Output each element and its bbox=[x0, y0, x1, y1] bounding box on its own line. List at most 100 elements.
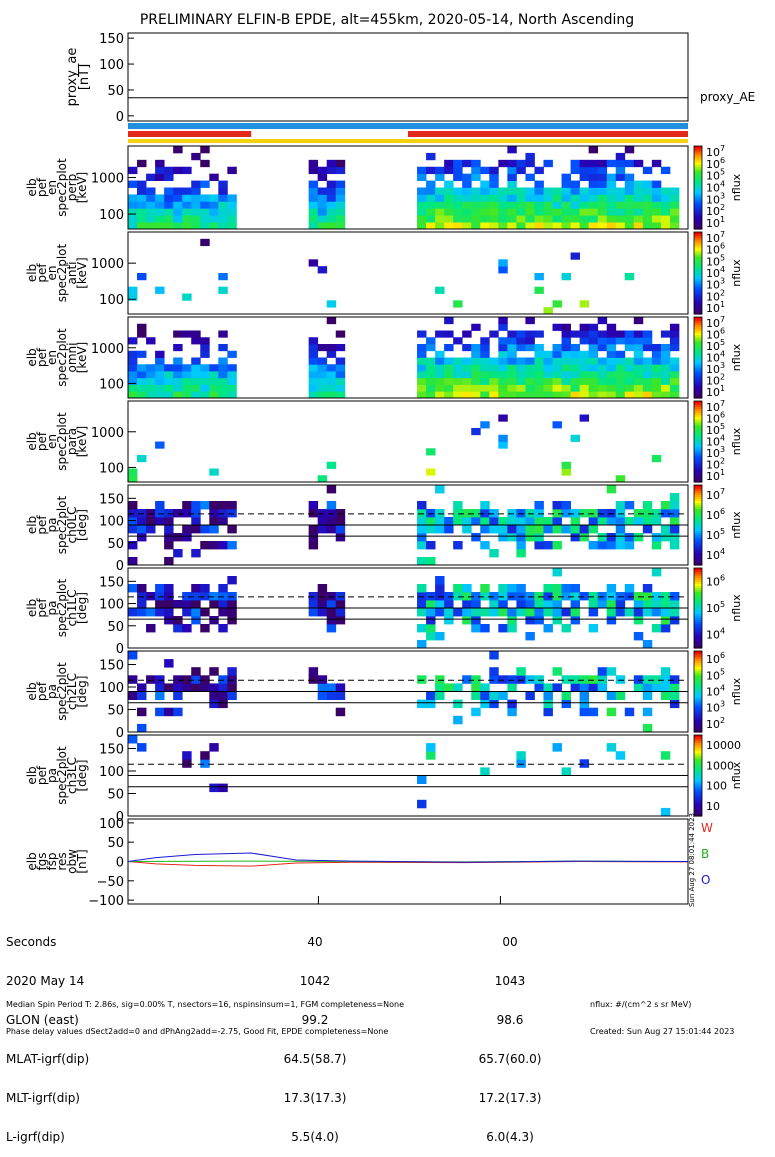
spec-cell bbox=[642, 723, 653, 733]
spec-cell bbox=[218, 624, 228, 633]
colorbar-cell bbox=[694, 594, 702, 597]
spec-cell bbox=[642, 187, 653, 195]
spec-cell bbox=[335, 357, 346, 365]
spec-cell bbox=[534, 616, 544, 625]
colorbar-cell bbox=[694, 287, 702, 290]
spec-cell bbox=[615, 377, 626, 385]
spec-cell bbox=[326, 624, 337, 633]
spec-cell bbox=[570, 364, 581, 372]
spec-cell bbox=[191, 608, 201, 617]
spec-cell bbox=[317, 344, 328, 352]
spec-cell bbox=[435, 364, 445, 372]
spec-cell bbox=[669, 330, 680, 338]
ylabel-line: pa bbox=[45, 684, 59, 699]
spec-cell bbox=[426, 624, 436, 633]
colorbar-cell bbox=[694, 260, 702, 264]
colorbar-cell bbox=[694, 555, 702, 558]
spec-cell bbox=[444, 344, 454, 352]
spec-cell bbox=[534, 377, 544, 385]
spec-cell bbox=[624, 357, 635, 365]
spec-cell bbox=[633, 350, 644, 358]
spec-cell bbox=[326, 364, 337, 372]
colorbar-cell bbox=[694, 717, 702, 721]
spec-cell bbox=[137, 201, 147, 209]
colorbar-tick: 100 bbox=[706, 780, 727, 793]
spec-cell bbox=[128, 525, 138, 534]
spec-cell bbox=[173, 357, 183, 365]
spec-cell bbox=[209, 173, 219, 181]
row-label-l: L-igrf(dip) bbox=[6, 1130, 65, 1144]
spec-cell bbox=[615, 541, 626, 550]
ytick-label: 150 bbox=[99, 32, 124, 47]
spec-cell bbox=[516, 759, 526, 768]
colorbar-cell bbox=[694, 417, 702, 420]
spec-cell bbox=[615, 751, 626, 760]
colorbar-frame bbox=[693, 567, 703, 649]
spec-cell bbox=[335, 608, 346, 617]
spec-cell bbox=[326, 159, 337, 168]
colorbar-cell bbox=[694, 199, 702, 203]
spec-cell bbox=[227, 691, 237, 700]
colorbar-cell bbox=[694, 576, 702, 579]
colorbar-cell bbox=[694, 655, 702, 658]
spec-cell bbox=[642, 391, 653, 399]
spec-cell bbox=[489, 549, 499, 558]
ylabel-line: [keV] bbox=[75, 426, 89, 457]
spec-cell bbox=[516, 330, 526, 338]
spec-cell bbox=[308, 215, 319, 223]
colorbar-cell bbox=[694, 152, 702, 155]
spec-cell bbox=[480, 337, 490, 345]
spec-cell bbox=[543, 699, 553, 709]
spec-cell bbox=[534, 391, 544, 399]
spec-cell bbox=[191, 509, 201, 518]
spec-cell bbox=[606, 485, 617, 494]
colorbar-cell bbox=[694, 232, 702, 235]
ytick-label: 50 bbox=[107, 620, 124, 635]
colorbar-label: nflux bbox=[730, 173, 743, 201]
spec-cell bbox=[597, 357, 608, 365]
spec-cell bbox=[128, 541, 138, 550]
spec-cell bbox=[218, 391, 228, 399]
spec-cell bbox=[570, 252, 581, 260]
spec-cell bbox=[435, 286, 445, 294]
spec-cell bbox=[516, 525, 526, 534]
colorbar-cell bbox=[694, 463, 702, 467]
ytick-label: 100 bbox=[99, 515, 124, 530]
colorbar-cell bbox=[694, 523, 702, 526]
spec-cell bbox=[543, 600, 553, 609]
colorbar-cell bbox=[694, 375, 702, 379]
spec-cell bbox=[615, 475, 626, 483]
colorbar-cell bbox=[694, 277, 702, 280]
spec-cell bbox=[453, 194, 463, 202]
spec-cell bbox=[137, 208, 147, 216]
spec-cell bbox=[498, 208, 508, 216]
colorbar-cell bbox=[694, 273, 702, 276]
spec-cell bbox=[317, 201, 328, 209]
spec-cell bbox=[462, 525, 472, 534]
spec-cell bbox=[191, 616, 201, 625]
spec-cell bbox=[525, 377, 535, 385]
colorbar-cell bbox=[694, 687, 702, 691]
spec-cell bbox=[200, 180, 210, 188]
spec-cell bbox=[480, 767, 490, 776]
spec-cell bbox=[615, 675, 626, 684]
colorbar-cell bbox=[694, 525, 702, 528]
spec-cell bbox=[164, 201, 174, 209]
spec-cell bbox=[543, 201, 553, 209]
colorbar-cell bbox=[694, 545, 702, 548]
spec-cell bbox=[660, 371, 671, 379]
spec-cell bbox=[561, 584, 571, 593]
spec-cell bbox=[498, 377, 508, 385]
spec-cell bbox=[480, 187, 490, 195]
spec-cell bbox=[146, 222, 156, 230]
spec-cell bbox=[669, 600, 680, 609]
spec-cell bbox=[498, 259, 508, 267]
spec-cell bbox=[209, 517, 219, 526]
spec-cell bbox=[525, 330, 535, 338]
spec-cell bbox=[561, 468, 571, 476]
spec-cell bbox=[588, 592, 599, 601]
colorbar-cell bbox=[694, 501, 702, 504]
